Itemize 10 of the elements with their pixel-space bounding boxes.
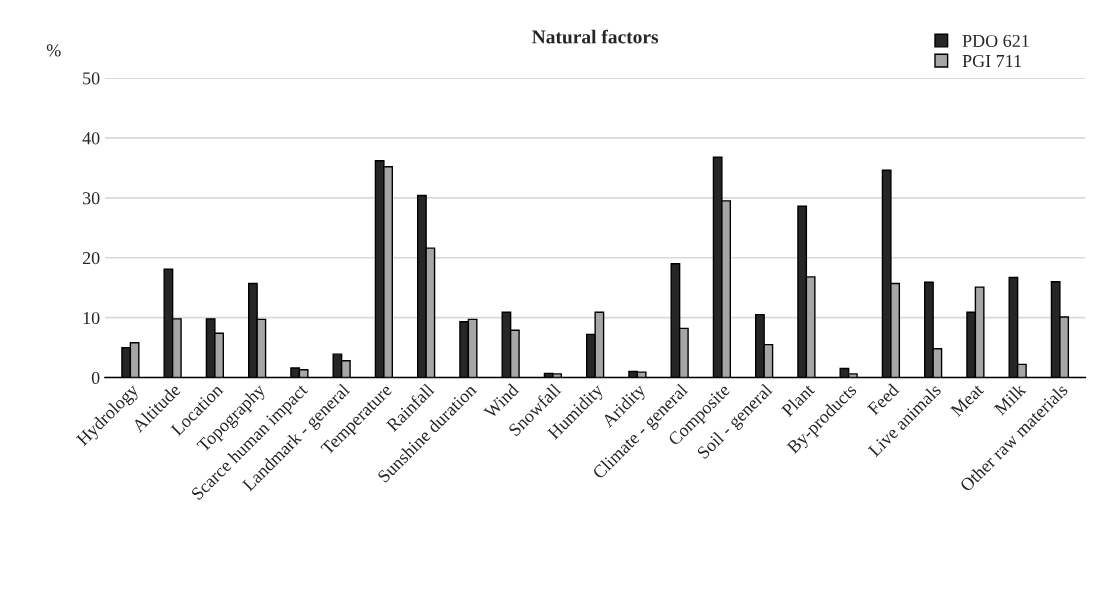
chart-title: Natural factors	[532, 29, 659, 44]
legend-label: PDO 621	[962, 34, 1029, 48]
legend-label: PGI 711	[962, 54, 1021, 68]
y-tick-label: 30	[82, 192, 100, 205]
y-tick-label: 10	[83, 311, 100, 325]
y-axis-title: %	[46, 44, 61, 57]
y-tick-label: 0	[91, 371, 100, 384]
y-tick-label: 40	[82, 132, 100, 145]
y-tick-label: 20	[82, 251, 100, 265]
y-tick-label: 50	[83, 72, 100, 85]
